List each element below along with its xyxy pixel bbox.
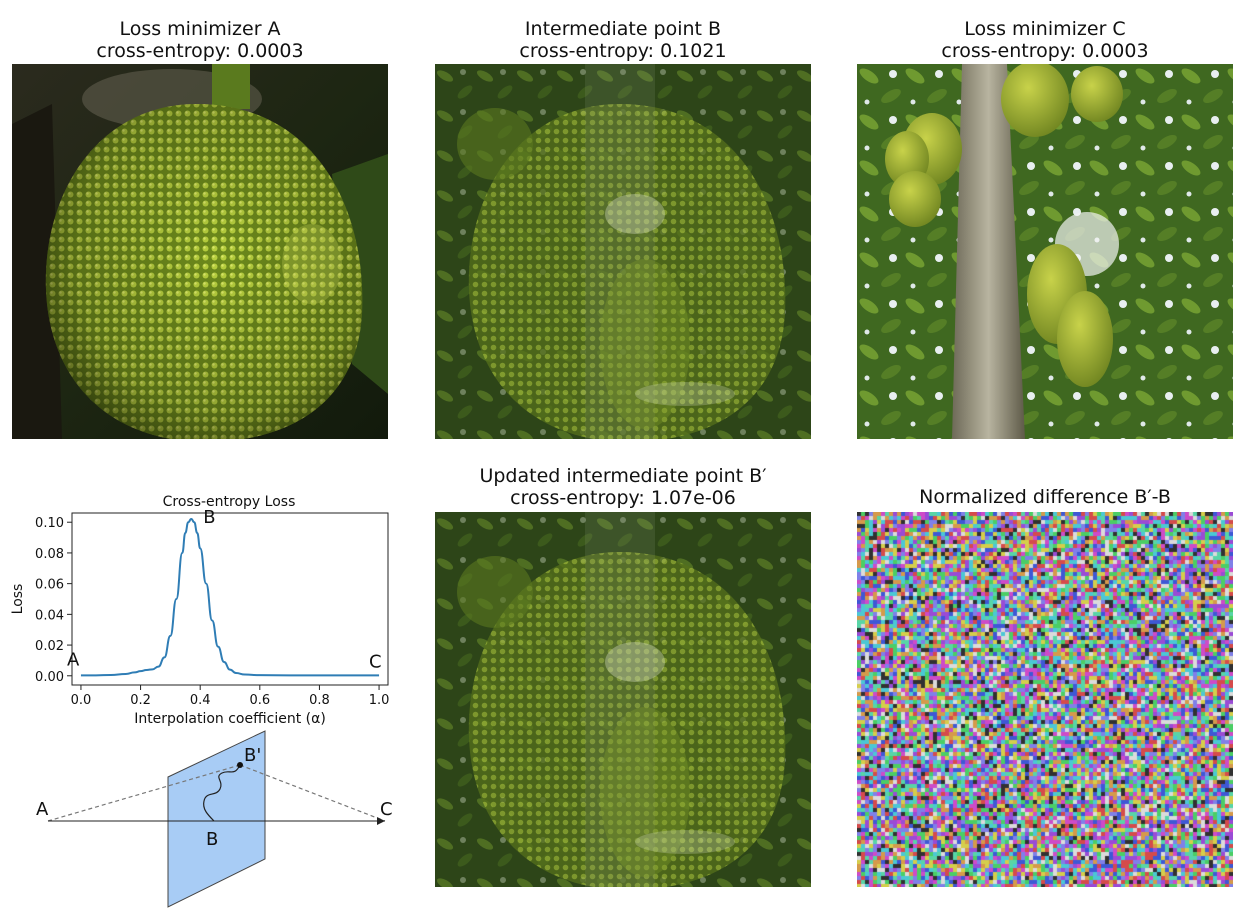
arrow-head-c (377, 817, 385, 825)
y-tick-label: 0.02 (35, 639, 64, 654)
y-tick-label: 0.10 (35, 516, 64, 531)
image-a-jackfruit (12, 64, 388, 439)
panel-b-title: Intermediate point B cross-entropy: 0.10… (435, 18, 811, 62)
loss-chart: Cross-entropy Loss 0.0 0.2 0.4 0.6 0.8 1.00.0… (10, 494, 389, 727)
loss-series-line (80, 517, 380, 677)
image-b-intermediate (435, 64, 811, 439)
panel-c-title: Loss minimizer C cross-entropy: 0.0003 (857, 18, 1233, 62)
panel-a-title-line: Loss minimizer A (119, 18, 281, 40)
chart-annotation-label: C (369, 651, 382, 672)
diagram-label-a: A (36, 799, 49, 820)
chart-annotations: A B C (67, 507, 382, 672)
x-tick-label: 0.8 (309, 693, 330, 708)
y-tick-label: 0.04 (35, 608, 64, 623)
path-a-to-bprime (47, 764, 241, 822)
panel-diff-title-line: Normalized difference B′-B (919, 486, 1171, 508)
panel-b-subtitle: cross-entropy: 0.1021 (519, 40, 727, 62)
chart-annotation-label: A (67, 649, 80, 670)
panel-c-subtitle: cross-entropy: 0.0003 (941, 40, 1149, 62)
chart-title: Cross-entropy Loss (163, 494, 296, 510)
diagram-label-c: C (380, 799, 393, 820)
panel-bprime-title: Updated intermediate point B′ cross-entr… (435, 465, 811, 509)
panel-bprime-title-line: Updated intermediate point B′ (479, 465, 767, 487)
y-tick-label: 0.00 (35, 670, 64, 685)
chart-axes-frame (71, 512, 389, 686)
chart-ticks: 0.0 0.2 0.4 0.6 0.8 1.0 0.00 0.02 0.04 0.06 0.08 0.… (35, 516, 389, 708)
optimization-trajectory (203, 764, 241, 822)
y-tick-label: 0.06 (35, 578, 64, 593)
path-bprime-to-c (239, 764, 386, 822)
panel-a-title: Loss minimizer A cross-entropy: 0.0003 (12, 18, 388, 62)
noise-canvas (857, 512, 1233, 887)
panel-bprime-subtitle: cross-entropy: 1.07e-06 (510, 487, 736, 509)
image-bprime-updated (435, 512, 811, 887)
x-tick-label: 0.2 (130, 693, 151, 708)
x-tick-label: 0.6 (249, 693, 270, 708)
diagram-label-b: B (206, 829, 218, 850)
hyperplane (167, 730, 266, 908)
x-tick-label: 0.4 (190, 693, 211, 708)
point-bprime (237, 762, 243, 768)
x-tick-label: 0.0 (71, 693, 92, 708)
diagram-label-bprime: B' (244, 745, 261, 766)
image-normalized-difference-noise (857, 512, 1233, 887)
y-tick-label: 0.08 (35, 547, 64, 562)
panel-c-title-line: Loss minimizer C (964, 18, 1126, 40)
panel-a-subtitle: cross-entropy: 0.0003 (96, 40, 304, 62)
chart-ylabel: Loss (10, 584, 26, 615)
image-c-jackfruit-tree (857, 64, 1233, 439)
panel-diff-title: Normalized difference B′-B (857, 486, 1233, 508)
chart-annotation-label: B (203, 507, 215, 528)
chart-xlabel: Interpolation coefficient (α) (134, 711, 326, 727)
interpolation-diagram: A B B' C (36, 730, 393, 908)
panel-b-title-line: Intermediate point B (524, 18, 722, 40)
x-tick-label: 1.0 (369, 693, 390, 708)
